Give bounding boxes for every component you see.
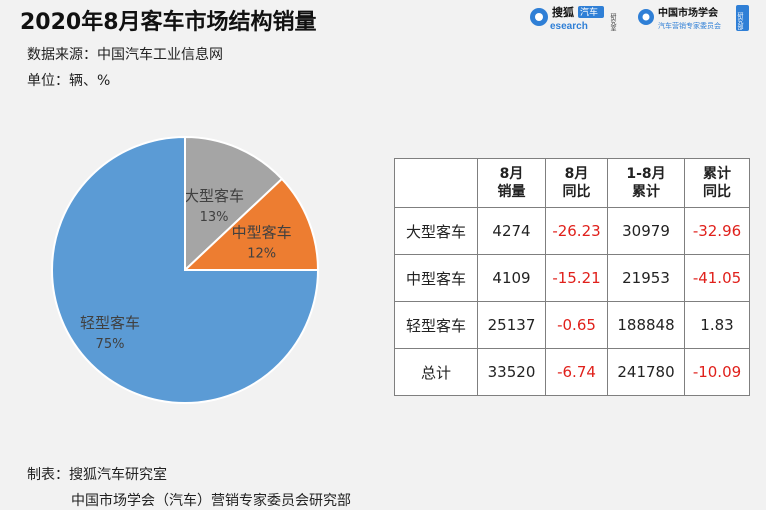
sohu-logo-tag: 汽车 (580, 6, 598, 17)
pie-percent-label: 12% (247, 247, 276, 262)
table-cell: 4274 (477, 207, 546, 255)
table-cell: -0.65 (545, 301, 608, 349)
table-cell: 33520 (477, 348, 546, 396)
data-source: 数据来源：中国汽车工业信息网 (27, 47, 223, 63)
pie-percent-label: 75% (96, 337, 125, 352)
table-cell: 188848 (607, 301, 685, 349)
table-row: 轻型客车 25137 -0.65 188848 1.83 (394, 301, 750, 349)
table-corner (394, 158, 478, 208)
table-row: 中型客车 4109 -15.21 21953 -41.05 (394, 254, 750, 302)
pie-percent-label: 13% (200, 210, 229, 225)
row-label: 轻型客车 (394, 301, 478, 349)
row-label: 大型客车 (394, 207, 478, 255)
table-cell: 241780 (607, 348, 685, 396)
pie-category-label: 轻型客车 (80, 314, 140, 332)
table-cell: 30979 (607, 207, 685, 255)
column-header: 累计 同比 (684, 158, 750, 208)
pie-slice (184, 135, 284, 273)
pie-category-label: 中型客车 (232, 224, 292, 242)
sohu-logo-side: 研究室 (609, 13, 616, 31)
table-cell: -26.23 (545, 207, 608, 255)
table-cell: 25137 (477, 301, 546, 349)
column-header: 1-8月 累计 (607, 158, 685, 208)
table-row: 大型客车 4274 -26.23 30979 -32.96 (394, 207, 750, 255)
column-header: 8月 同比 (545, 158, 608, 208)
sohu-research-logo: 搜狐 汽车 esearch 研究室 (530, 5, 616, 32)
table-cell: -41.05 (684, 254, 750, 302)
footer-credit: 制表：搜狐汽车研究室 (27, 467, 167, 483)
table-cell: -6.74 (545, 348, 608, 396)
table-cell: -32.96 (684, 207, 750, 255)
table-header-row: 8月 销量 8月 同比 1-8月 累计 累计 同比 (394, 158, 750, 208)
pie-slice (51, 135, 320, 404)
column-header: 8月 销量 (477, 158, 546, 208)
table-cell: 1.83 (684, 301, 750, 349)
pie-slice (182, 177, 320, 271)
cmsa-logo-sub: 汽车营销专家委员会 (658, 21, 721, 30)
unit-label: 单位：辆、% (27, 73, 111, 89)
page-title: 2020年8月客车市场结构销量 (20, 10, 317, 35)
sales-table: 8月 销量 8月 同比 1-8月 累计 累计 同比 大型客车 4274 -26.23 3… (394, 158, 750, 396)
table-cell: 4109 (477, 254, 546, 302)
table-cell: -15.21 (545, 254, 608, 302)
footer-credit-2: 中国市场学会（汽车）营销专家委员会研究部 (71, 493, 351, 509)
cmsa-logo: 中国市场学会 汽车营销专家委员会 研究部 (638, 5, 749, 31)
table-cell: -10.09 (684, 348, 750, 396)
cmsa-logo-side: 研究部 (736, 12, 743, 31)
sohu-logo-sub: esearch (550, 21, 588, 32)
table-row: 总计 33520 -6.74 241780 -10.09 (394, 348, 750, 396)
cmsa-logo-main: 中国市场学会 (658, 6, 718, 19)
pie-category-label: 大型客车 (184, 187, 244, 205)
row-label: 总计 (394, 348, 478, 396)
row-label: 中型客车 (394, 254, 478, 302)
table-cell: 21953 (607, 254, 685, 302)
sohu-logo-main: 搜狐 (552, 5, 574, 19)
